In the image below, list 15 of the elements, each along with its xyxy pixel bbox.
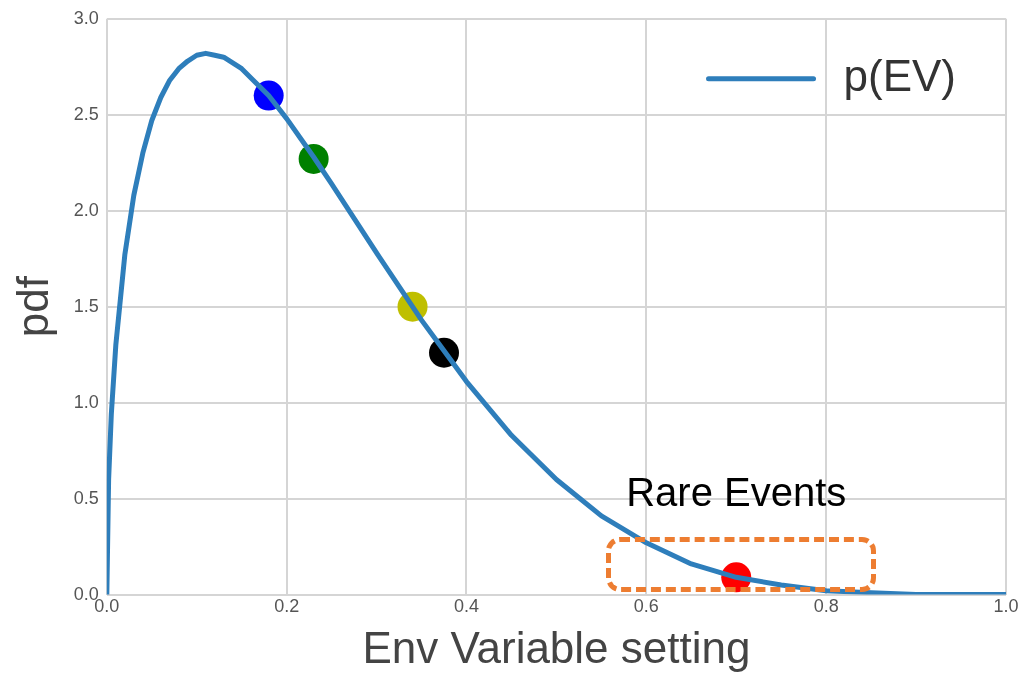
x-axis-title: Env Variable setting [362, 622, 751, 672]
y-tick-label: 0.5 [73, 487, 99, 508]
x-tick-label: 0.8 [813, 596, 839, 617]
x-tick-label: 1.0 [993, 596, 1019, 617]
y-tick-label: 3.0 [73, 7, 99, 28]
x-tick-label: 0.4 [453, 596, 480, 617]
x-tick-label: 0.2 [274, 596, 300, 617]
y-tick-label: 1.0 [73, 391, 99, 412]
y-tick-label: 2.0 [73, 199, 99, 220]
legend-label: p(EV) [843, 50, 957, 100]
x-tick-label: 0.6 [633, 596, 659, 617]
y-tick-label: 2.5 [73, 103, 99, 124]
y-tick-label: 1.5 [73, 295, 99, 316]
annotation: Rare Events [626, 469, 847, 514]
y-axis-title: pdf [7, 275, 57, 338]
